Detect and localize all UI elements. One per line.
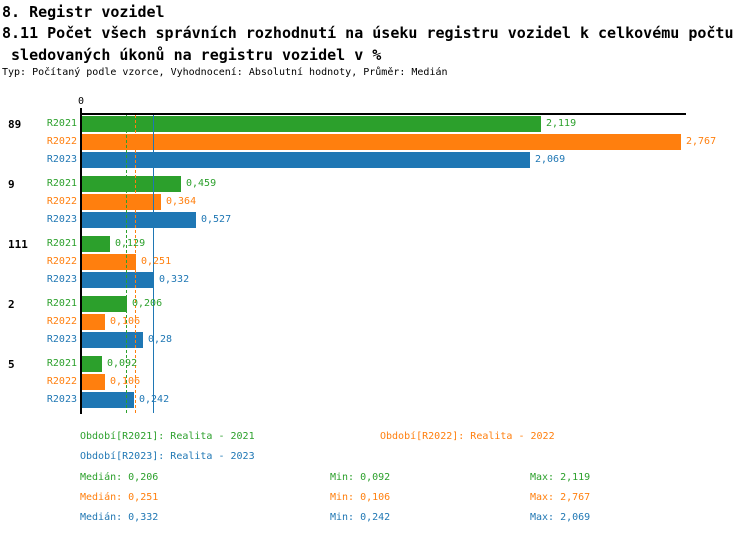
bar [82,272,154,288]
bar-value-label: 0,129 [115,236,145,252]
series-label: R2023 [30,392,77,408]
stats-median-r2022: Medián: 0,251 [80,491,158,504]
group-label: 2 [8,297,15,313]
bar-value-label: 2,767 [686,134,716,150]
stats-min-r2021: Min: 0,092 [330,471,390,484]
bar-value-label: 0,242 [139,392,169,408]
bar-value-label: 0,092 [107,356,137,372]
bar [82,356,102,372]
series-label: R2021 [30,296,77,312]
bar-value-label: 0,459 [186,176,216,192]
series-label: R2022 [30,314,77,330]
series-label: R2023 [30,152,77,168]
stats-min-r2022: Min: 0,106 [330,491,390,504]
series-label: R2021 [30,356,77,372]
zero-tick-label: 0 [74,96,88,107]
series-label: R2021 [30,236,77,252]
report-page: 8. Registr vozidel 8.11 Počet všech sprá… [0,0,750,534]
bar [82,332,143,348]
group-label: 5 [8,357,15,373]
series-label: R2022 [30,254,77,270]
bar-value-label: 2,119 [546,116,576,132]
bar [82,152,530,168]
bar-value-label: 0,527 [201,212,231,228]
stats-max-r2022: Max: 2,767 [530,491,590,504]
series-label: R2023 [30,332,77,348]
bar [82,176,181,192]
bar-value-label: 0,106 [110,314,140,330]
group-label: 89 [8,117,21,133]
stats-min-r2023: Min: 0,242 [330,511,390,524]
bar-value-label: 2,069 [535,152,565,168]
bar-value-label: 0,364 [166,194,196,210]
group-label: 9 [8,177,15,193]
bar-value-label: 0,106 [110,374,140,390]
bar [82,296,127,312]
bar [82,212,196,228]
stats-median-r2023: Medián: 0,332 [80,511,158,524]
series-label: R2021 [30,176,77,192]
stats-median-r2021: Medián: 0,206 [80,471,158,484]
series-label: R2023 [30,272,77,288]
series-label: R2022 [30,194,77,210]
bar [82,116,541,132]
bar-value-label: 0,251 [141,254,171,270]
bar [82,374,105,390]
group-label: 111 [8,237,28,253]
stats-max-r2021: Max: 2,119 [530,471,590,484]
series-label: R2022 [30,374,77,390]
bar [82,314,105,330]
legend-item-r2022: Období[R2022]: Realita - 2022 [380,430,555,443]
series-label: R2021 [30,116,77,132]
series-label: R2023 [30,212,77,228]
bar-value-label: 0,332 [159,272,189,288]
bar-value-label: 0,206 [132,296,162,312]
legend-item-r2021: Období[R2021]: Realita - 2021 [80,430,255,443]
series-label: R2022 [30,134,77,150]
legend-item-r2023: Období[R2023]: Realita - 2023 [80,450,255,463]
bar-value-label: 0,28 [148,332,172,348]
stats-max-r2023: Max: 2,069 [530,511,590,524]
x-axis-line [80,113,686,115]
bar [82,236,110,252]
bar [82,134,681,150]
bar [82,254,136,270]
bar [82,194,161,210]
